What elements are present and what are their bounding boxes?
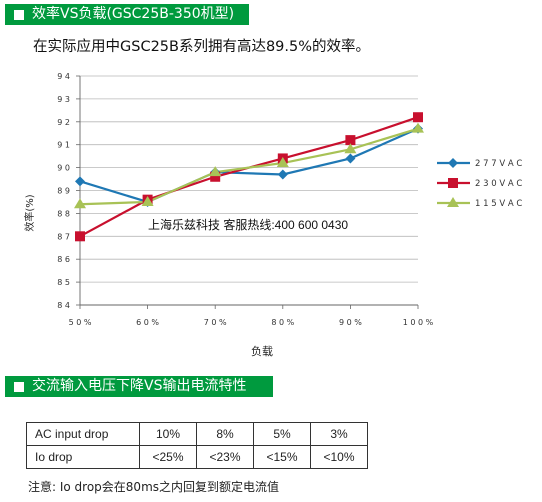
- legend-label: 2 3 0 V A C: [475, 179, 522, 189]
- y-tick-label: 9 4: [57, 72, 70, 81]
- table-cell: AC input drop: [26, 422, 140, 446]
- data-point-triangle: [209, 166, 222, 177]
- x-tick-label: 7 0 %: [204, 318, 227, 327]
- input-drop-section-header: 交流输入电压下降VS输出电流特性: [5, 376, 273, 397]
- table-cell: <15%: [253, 445, 311, 469]
- data-point-square: [413, 112, 423, 123]
- series-line: [79, 127, 419, 204]
- data-point-square: [210, 171, 221, 182]
- data-point-triangle: [412, 122, 424, 133]
- table-cell: 8%: [196, 422, 254, 446]
- data-point-triangle: [344, 143, 357, 154]
- efficiency-section-header: 效率VS负载(GSC25B-350机型): [5, 4, 249, 25]
- data-point-square: [448, 178, 458, 188]
- data-point-triangle: [276, 157, 289, 168]
- x-tick-label: 6 0 %: [136, 318, 159, 327]
- x-tick-label: 5 0 %: [69, 318, 92, 327]
- y-tick-label: 9 0: [57, 164, 70, 173]
- table-cell: 5%: [253, 422, 311, 446]
- input-drop-table: AC input drop 10% 8% 5% 3% Io drop <25% …: [26, 422, 368, 469]
- x-tick-label: 9 0 %: [339, 318, 362, 327]
- y-tick-label: 8 6: [57, 255, 70, 264]
- series-line: [79, 127, 419, 206]
- y-tick-label: 8 8: [57, 209, 70, 218]
- square-bullet-icon: [14, 9, 24, 20]
- y-tick-label: 8 9: [57, 187, 70, 196]
- efficiency-subtitle: 在实际应用中GSC25B系列拥有高达89.5%的效率。: [33, 39, 371, 55]
- data-point-square: [345, 135, 356, 146]
- y-tick-label: 8 5: [57, 278, 70, 287]
- x-tick-label: 8 0 %: [271, 318, 294, 327]
- x-tick-label: 1 0 0 %: [403, 318, 434, 327]
- y-axis-label: 效率(%): [23, 194, 36, 231]
- y-tick-label: 8 7: [57, 232, 70, 241]
- data-point-triangle: [74, 198, 86, 209]
- data-point-triangle: [447, 197, 459, 207]
- y-tick-label: 9 3: [57, 95, 70, 104]
- y-tick-label: 8 4: [57, 301, 70, 310]
- x-axis-label: 负载: [251, 344, 273, 358]
- efficiency-chart: 8 4 8 5 8 6 8 7 8 8 8 9 9 0 9 1 9 2 9 3 9 4 5 0 % 6…: [23, 72, 522, 358]
- data-point-diamond: [277, 169, 288, 180]
- table-row: Io drop <25% <23% <15% <10%: [26, 445, 368, 469]
- table-cell: 3%: [310, 422, 368, 446]
- y-tick-label: 9 1: [57, 141, 70, 150]
- y-tick-label: 9 2: [57, 118, 70, 127]
- input-drop-section-title: 交流输入电压下降VS输出电流特性: [32, 378, 247, 394]
- legend-label: 2 7 7 V A C: [475, 159, 522, 169]
- table-cell: Io drop: [26, 445, 140, 469]
- table-cell: <10%: [310, 445, 368, 469]
- efficiency-section-title: 效率VS负载(GSC25B-350机型): [32, 6, 235, 22]
- table-cell: 10%: [139, 422, 197, 446]
- chart-annotation: 上海乐兹科技 客服热线:400 600 0430: [148, 217, 348, 232]
- table-cell: <23%: [196, 445, 254, 469]
- data-point-diamond: [448, 158, 458, 168]
- data-point-triangle: [141, 195, 154, 206]
- square-bullet-icon: [14, 381, 24, 392]
- data-point-square: [75, 231, 85, 242]
- data-point-diamond: [75, 176, 85, 187]
- table-cell: <25%: [139, 445, 197, 469]
- table-row: AC input drop 10% 8% 5% 3%: [26, 422, 368, 446]
- legend-label: 1 1 5 V A C: [475, 199, 522, 209]
- data-point-diamond: [345, 153, 356, 164]
- footnote: 注意: Io drop会在80ms之内回复到额定电流值: [28, 480, 280, 494]
